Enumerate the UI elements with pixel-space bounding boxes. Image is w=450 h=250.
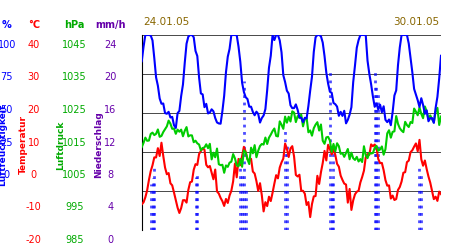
- Text: 1025: 1025: [62, 105, 86, 115]
- Text: 995: 995: [65, 202, 84, 212]
- Text: 4: 4: [107, 202, 113, 212]
- Text: 25: 25: [0, 138, 13, 147]
- Text: Luftdruck: Luftdruck: [56, 120, 65, 170]
- Text: °C: °C: [28, 20, 40, 30]
- Text: 1045: 1045: [62, 40, 86, 50]
- Text: hPa: hPa: [64, 20, 85, 30]
- Text: 1035: 1035: [62, 72, 86, 83]
- Text: Niederschlag: Niederschlag: [94, 112, 104, 178]
- Text: Luftfeuchtigkeit: Luftfeuchtigkeit: [0, 104, 7, 186]
- Text: 10: 10: [27, 138, 40, 147]
- Text: 8: 8: [107, 170, 113, 180]
- Text: 12: 12: [104, 138, 117, 147]
- Text: 40: 40: [27, 40, 40, 50]
- Text: 30: 30: [27, 72, 40, 83]
- Text: 50: 50: [0, 105, 13, 115]
- Text: 985: 985: [65, 235, 84, 245]
- Text: -10: -10: [26, 202, 41, 212]
- Text: 1005: 1005: [62, 170, 86, 180]
- Text: 24: 24: [104, 40, 117, 50]
- Text: 0: 0: [4, 170, 10, 180]
- Text: Temperatur: Temperatur: [19, 116, 28, 174]
- Text: 24.01.05: 24.01.05: [143, 17, 189, 27]
- Text: -20: -20: [26, 235, 42, 245]
- Text: 0: 0: [31, 170, 37, 180]
- Text: 1015: 1015: [62, 138, 86, 147]
- Text: 100: 100: [0, 40, 16, 50]
- Text: 16: 16: [104, 105, 117, 115]
- Text: 30.01.05: 30.01.05: [393, 17, 440, 27]
- Text: %: %: [2, 20, 12, 30]
- Text: 20: 20: [104, 72, 117, 83]
- Text: 75: 75: [0, 72, 13, 83]
- Text: 0: 0: [107, 235, 113, 245]
- Text: mm/h: mm/h: [95, 20, 126, 30]
- Text: 20: 20: [27, 105, 40, 115]
